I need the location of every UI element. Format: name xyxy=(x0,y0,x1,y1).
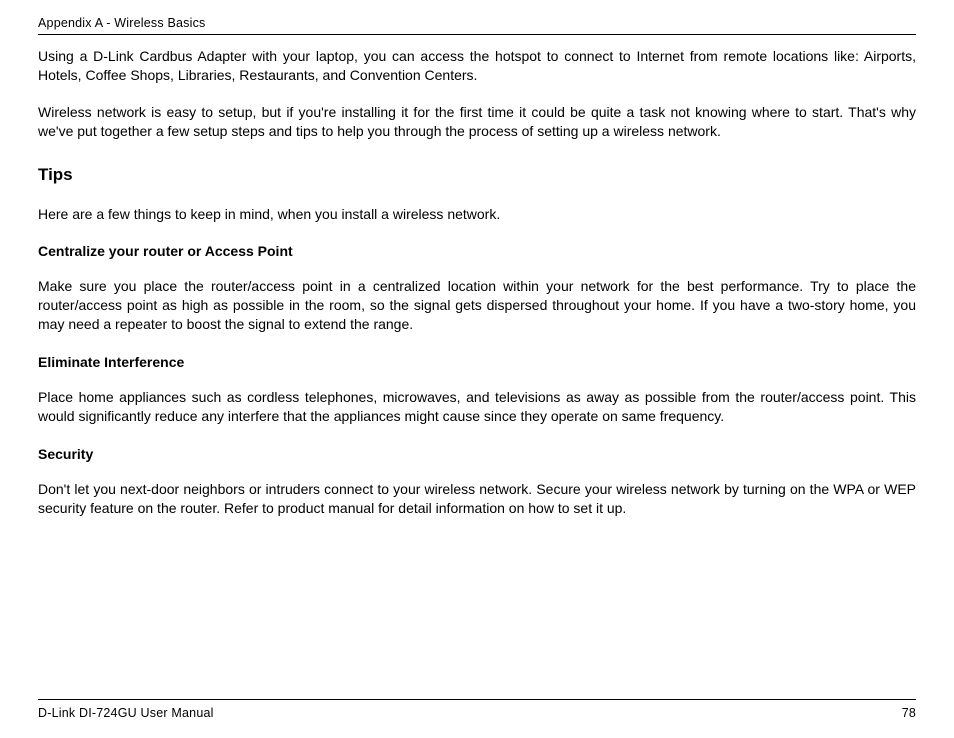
intro-paragraph-2: Wireless network is easy to setup, but i… xyxy=(38,103,916,141)
tip-body-centralize: Make sure you place the router/access po… xyxy=(38,277,916,334)
footer-manual-name: D-Link DI-724GU User Manual xyxy=(38,706,214,720)
tips-intro: Here are a few things to keep in mind, w… xyxy=(38,205,916,224)
tip-title-interference: Eliminate Interference xyxy=(38,354,916,370)
footer-row: D-Link DI-724GU User Manual 78 xyxy=(38,706,916,720)
footer-page-number: 78 xyxy=(902,706,916,720)
tip-body-interference: Place home appliances such as cordless t… xyxy=(38,388,916,426)
footer-divider xyxy=(38,699,916,700)
tip-body-security: Don't let you next-door neighbors or int… xyxy=(38,480,916,518)
tip-title-security: Security xyxy=(38,446,916,462)
appendix-title: Appendix A - Wireless Basics xyxy=(38,16,916,34)
page-footer: D-Link DI-724GU User Manual 78 xyxy=(38,699,916,720)
page-header: Appendix A - Wireless Basics xyxy=(38,16,916,35)
header-divider xyxy=(38,34,916,35)
intro-paragraph-1: Using a D-Link Cardbus Adapter with your… xyxy=(38,47,916,85)
tips-heading: Tips xyxy=(38,165,916,185)
tip-title-centralize: Centralize your router or Access Point xyxy=(38,243,916,259)
